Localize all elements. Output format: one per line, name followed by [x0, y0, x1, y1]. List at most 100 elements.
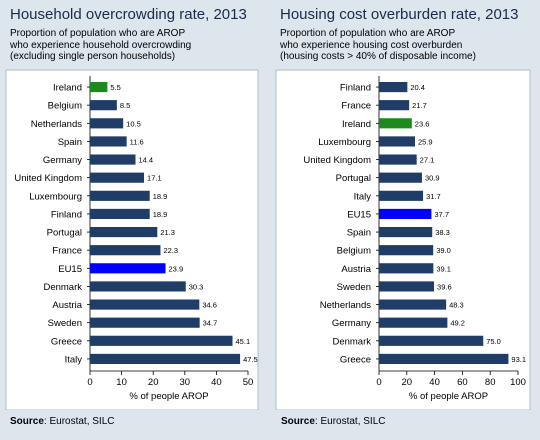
value-label: 48.3 — [449, 301, 464, 310]
category-label: Netherlands — [320, 300, 371, 311]
value-label: 10.5 — [126, 119, 141, 128]
category-label: Luxembourg — [29, 191, 82, 202]
category-label: Denmark — [332, 336, 371, 347]
value-label: 18.9 — [153, 210, 168, 219]
category-label: Germany — [43, 155, 82, 166]
value-label: 22.3 — [163, 246, 178, 255]
bar — [379, 353, 509, 365]
category-label: EU15 — [347, 209, 371, 220]
source-note: Source: Eurostat, SILC — [10, 416, 115, 427]
x-tick-label: 20 — [148, 377, 159, 388]
value-label: 45.1 — [236, 337, 251, 346]
value-label: 30.3 — [189, 282, 204, 291]
bar — [379, 335, 484, 346]
bar — [90, 299, 200, 310]
bar — [90, 136, 127, 147]
x-tick-label: 0 — [87, 377, 92, 388]
category-label: Austria — [341, 264, 371, 275]
bar — [90, 154, 136, 165]
source-note: Source: Eurostat, SILC — [281, 416, 386, 427]
value-label: 39.6 — [437, 282, 452, 291]
value-label: 47.5 — [243, 355, 258, 364]
x-axis-label: % of people AROP — [409, 391, 488, 402]
bar — [90, 118, 124, 129]
bar — [379, 81, 408, 93]
x-tick-label: 30 — [180, 377, 191, 388]
bar — [90, 190, 150, 201]
value-label: 38.3 — [435, 228, 450, 237]
chart-title: Housing cost overburden rate, 2013 — [280, 6, 519, 23]
bar — [90, 245, 161, 256]
chart-title: Household overcrowding rate, 2013 — [10, 6, 247, 23]
x-tick-label: 0 — [376, 377, 381, 388]
plot-area — [5, 69, 259, 410]
x-tick-label: 10 — [116, 377, 127, 388]
source-text: : Eurostat, SILC — [314, 416, 386, 427]
category-label: France — [341, 101, 371, 112]
category-label: United Kingdom — [14, 173, 82, 184]
category-label: Austria — [52, 300, 82, 311]
bar — [90, 317, 200, 328]
chart-subtitle: Proportion of population who are AROP wh… — [280, 28, 476, 62]
x-tick-label: 40 — [211, 377, 222, 388]
bar — [379, 299, 447, 310]
value-label: 34.6 — [202, 301, 217, 310]
bar — [379, 281, 435, 292]
source-label: Source — [10, 416, 44, 427]
bar — [379, 208, 432, 220]
bar — [379, 317, 448, 328]
category-label: Spain — [347, 228, 371, 239]
value-label: 23.6 — [415, 119, 430, 128]
category-label: France — [52, 246, 82, 257]
value-label: 17.1 — [147, 174, 162, 183]
source-text: : Eurostat, SILC — [43, 416, 115, 427]
bar — [379, 190, 424, 201]
bar — [90, 353, 241, 365]
category-label: Italy — [65, 354, 83, 365]
category-label: Belgium — [337, 246, 371, 257]
bar — [90, 81, 108, 93]
value-label: 39.0 — [436, 246, 451, 255]
value-label: 34.7 — [203, 319, 218, 328]
category-label: Sweden — [48, 318, 82, 329]
x-tick-label: 50 — [243, 377, 254, 388]
value-label: 21.7 — [412, 101, 427, 110]
category-label: Belgium — [48, 101, 82, 112]
value-label: 30.9 — [425, 174, 440, 183]
category-label: Spain — [58, 137, 82, 148]
value-label: 31.7 — [426, 192, 441, 201]
category-label: Finland — [51, 209, 82, 220]
bar — [379, 100, 410, 111]
bar — [379, 154, 417, 165]
category-label: Finland — [340, 83, 371, 94]
x-tick-label: 80 — [485, 377, 496, 388]
category-label: Italy — [354, 191, 372, 202]
category-label: Portugal — [336, 173, 371, 184]
x-tick-label: 100 — [510, 377, 526, 388]
value-label: 93.1 — [511, 355, 526, 364]
value-label: 49.2 — [450, 319, 465, 328]
bar — [90, 172, 145, 183]
bar — [90, 226, 158, 238]
x-tick-label: 40 — [429, 377, 440, 388]
x-tick-label: 60 — [457, 377, 468, 388]
overcrowding-bar-chart: Ireland 5.5 Belgium 8.5 Netherlands 10.5 Spain… — [5, 69, 259, 410]
value-label: 11.6 — [130, 137, 144, 146]
category-label: Sweden — [337, 282, 371, 293]
bar — [90, 100, 117, 111]
overcrowding-chart-panel: Household overcrowding rate, 2013 Propor… — [0, 0, 270, 410]
chart-subtitle: Proportion of population who are AROP wh… — [10, 28, 192, 62]
category-label: EU15 — [58, 264, 82, 275]
bar — [379, 172, 422, 183]
category-label: Luxembourg — [318, 137, 371, 148]
value-label: 18.9 — [153, 192, 168, 201]
bar — [90, 208, 150, 220]
source-label: Source — [281, 416, 315, 427]
value-label: 14.4 — [139, 156, 154, 165]
bar — [90, 263, 166, 274]
category-label: Greece — [51, 336, 82, 347]
category-label: United Kingdom — [303, 155, 371, 166]
category-label: Ireland — [53, 83, 82, 94]
x-axis-label: % of people AROP — [129, 391, 208, 402]
bar — [379, 245, 434, 256]
